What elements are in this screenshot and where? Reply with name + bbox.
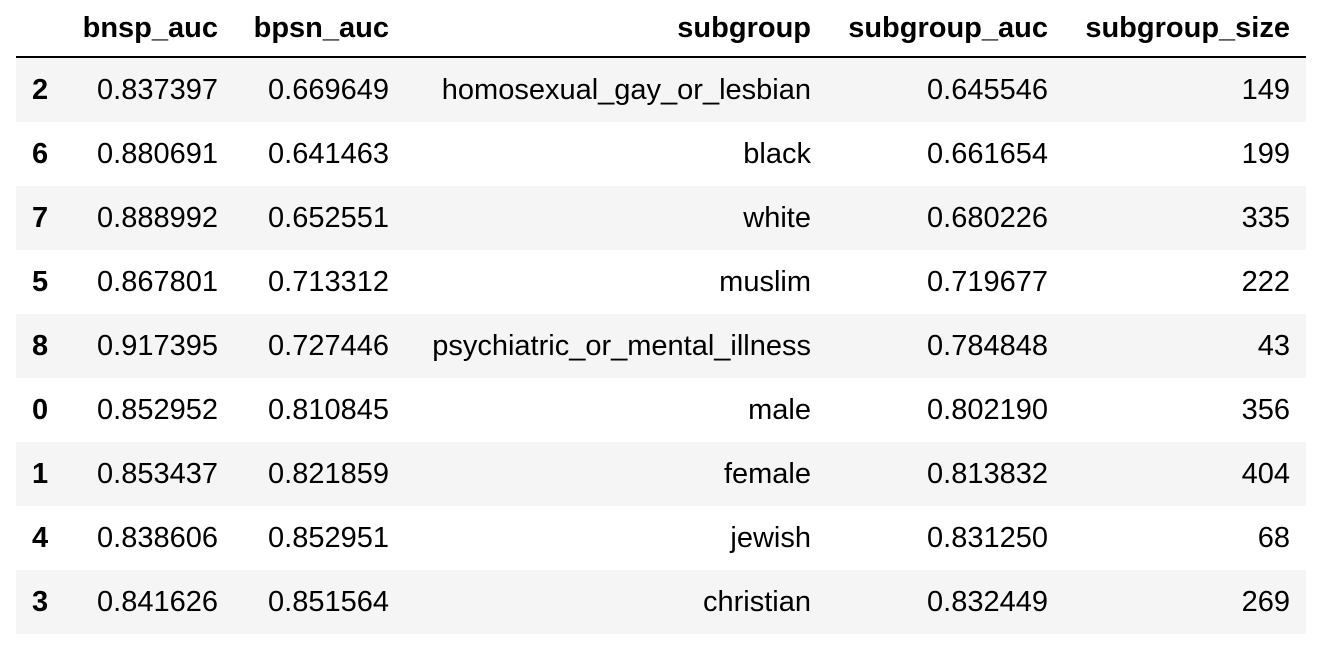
header-row: bnsp_auc bpsn_auc subgroup subgroup_auc … — [16, 0, 1306, 58]
cell-bpsn-auc: 0.641463 — [268, 137, 389, 170]
cell-subgroup-size: 356 — [1241, 393, 1290, 426]
row-index: 1 — [32, 457, 49, 490]
cell-subgroup-size: 404 — [1241, 457, 1290, 490]
dataframe-table-container: bnsp_auc bpsn_auc subgroup subgroup_auc … — [16, 0, 1306, 634]
cell-subgroup: black — [743, 137, 811, 170]
cell-subgroup: white — [743, 201, 811, 234]
header-bpsn-auc: bpsn_auc — [234, 0, 405, 58]
header-index — [16, 0, 78, 58]
cell-bnsp-auc: 0.838606 — [97, 521, 218, 554]
cell-subgroup-size: 149 — [1241, 73, 1290, 106]
cell-subgroup-auc: 0.719677 — [927, 265, 1048, 298]
cell-bpsn-auc: 0.821859 — [268, 457, 389, 490]
cell-bpsn-auc: 0.851564 — [268, 585, 389, 618]
cell-subgroup: female — [723, 457, 811, 490]
cell-bpsn-auc: 0.713312 — [268, 265, 389, 298]
table-header: bnsp_auc bpsn_auc subgroup subgroup_auc … — [16, 0, 1306, 58]
row-index: 8 — [32, 329, 49, 362]
table-row: 7 0.888992 0.652551 white 0.680226 335 — [16, 186, 1306, 250]
cell-bnsp-auc: 0.852952 — [97, 393, 218, 426]
cell-bnsp-auc: 0.853437 — [97, 457, 218, 490]
cell-subgroup-auc: 0.645546 — [927, 73, 1048, 106]
cell-bnsp-auc: 0.917395 — [97, 329, 218, 362]
table-row: 0 0.852952 0.810845 male 0.802190 356 — [16, 378, 1306, 442]
cell-bpsn-auc: 0.652551 — [268, 201, 389, 234]
header-bnsp-auc: bnsp_auc — [78, 0, 234, 58]
cell-subgroup-size: 335 — [1241, 201, 1290, 234]
cell-subgroup-auc: 0.661654 — [927, 137, 1048, 170]
cell-bnsp-auc: 0.837397 — [97, 73, 218, 106]
row-index: 3 — [32, 585, 49, 618]
table-body: 2 0.837397 0.669649 homosexual_gay_or_le… — [16, 57, 1306, 634]
row-index: 4 — [32, 521, 49, 554]
cell-subgroup-auc: 0.680226 — [927, 201, 1048, 234]
cell-subgroup: christian — [703, 585, 811, 618]
cell-bpsn-auc: 0.852951 — [268, 521, 389, 554]
cell-subgroup-size: 269 — [1241, 585, 1290, 618]
cell-subgroup: homosexual_gay_or_lesbian — [441, 73, 811, 106]
table-row: 4 0.838606 0.852951 jewish 0.831250 68 — [16, 506, 1306, 570]
cell-bnsp-auc: 0.880691 — [97, 137, 218, 170]
cell-subgroup-auc: 0.784848 — [927, 329, 1048, 362]
cell-subgroup-size: 43 — [1257, 329, 1290, 362]
table-row: 3 0.841626 0.851564 christian 0.832449 2… — [16, 570, 1306, 634]
header-subgroup-auc: subgroup_auc — [827, 0, 1064, 58]
table-row: 5 0.867801 0.713312 muslim 0.719677 222 — [16, 250, 1306, 314]
row-index: 5 — [32, 265, 49, 298]
table-row: 8 0.917395 0.727446 psychiatric_or_menta… — [16, 314, 1306, 378]
row-index: 0 — [32, 393, 49, 426]
cell-subgroup: male — [748, 393, 811, 426]
cell-subgroup-size: 68 — [1257, 521, 1290, 554]
cell-subgroup-auc: 0.831250 — [927, 521, 1048, 554]
cell-subgroup-auc: 0.802190 — [927, 393, 1048, 426]
row-index: 7 — [32, 201, 49, 234]
row-index: 6 — [32, 137, 49, 170]
header-subgroup: subgroup — [405, 0, 827, 58]
cell-subgroup-size: 222 — [1241, 265, 1290, 298]
table-row: 1 0.853437 0.821859 female 0.813832 404 — [16, 442, 1306, 506]
cell-bpsn-auc: 0.810845 — [268, 393, 389, 426]
cell-subgroup-auc: 0.813832 — [927, 457, 1048, 490]
table-row: 6 0.880691 0.641463 black 0.661654 199 — [16, 122, 1306, 186]
table-row: 2 0.837397 0.669649 homosexual_gay_or_le… — [16, 57, 1306, 122]
row-index: 2 — [32, 73, 49, 106]
cell-subgroup: muslim — [719, 265, 811, 298]
cell-subgroup: psychiatric_or_mental_illness — [432, 329, 811, 362]
cell-bnsp-auc: 0.867801 — [97, 265, 218, 298]
cell-bpsn-auc: 0.727446 — [268, 329, 389, 362]
cell-bpsn-auc: 0.669649 — [268, 73, 389, 106]
cell-subgroup-auc: 0.832449 — [927, 585, 1048, 618]
dataframe-table: bnsp_auc bpsn_auc subgroup subgroup_auc … — [16, 0, 1306, 634]
cell-bnsp-auc: 0.888992 — [97, 201, 218, 234]
cell-subgroup: jewish — [730, 521, 811, 554]
cell-subgroup-size: 199 — [1241, 137, 1290, 170]
header-subgroup-size: subgroup_size — [1064, 0, 1306, 58]
cell-bnsp-auc: 0.841626 — [97, 585, 218, 618]
